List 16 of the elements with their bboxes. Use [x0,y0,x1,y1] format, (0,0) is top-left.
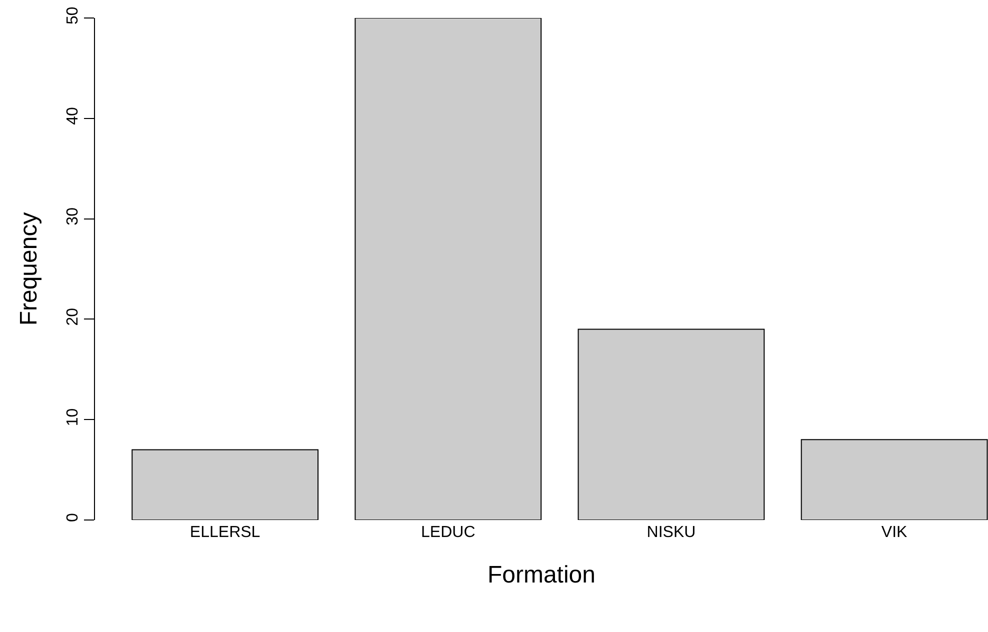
bar [354,18,542,520]
x-tick-label: LEDUC [421,524,476,541]
y-tick-label: 0 [64,513,82,522]
y-axis-title: Frequency [16,212,43,326]
x-axis-title: Formation [487,561,596,588]
bar [132,449,319,520]
y-tick-label: 10 [64,408,82,426]
y-tick-label: 40 [64,107,82,125]
x-tick-label: ELLERSL [190,524,260,541]
bar [800,439,988,520]
y-tick-label: 30 [64,207,82,226]
bar [578,328,765,520]
x-tick-label: NISKU [646,524,696,541]
x-tick-label: VIK [881,524,908,541]
y-tick-label: 20 [64,308,82,326]
y-tick-label: 50 [64,6,82,24]
